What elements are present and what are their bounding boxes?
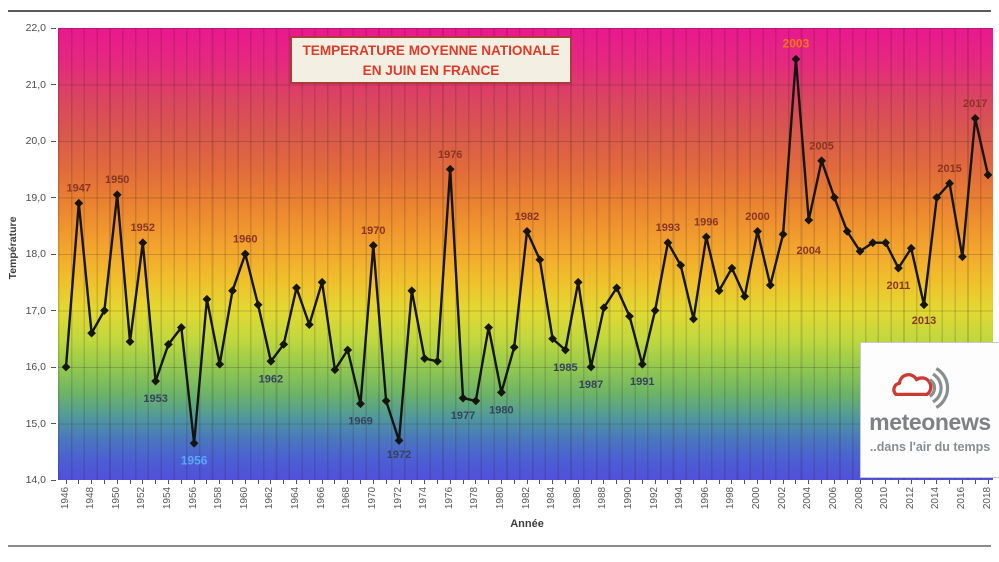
svg-text:2003: 2003	[783, 37, 810, 51]
svg-text:2015: 2015	[937, 163, 961, 175]
svg-text:1993: 1993	[656, 222, 680, 234]
svg-text:1969: 1969	[348, 416, 372, 428]
svg-text:1956: 1956	[181, 453, 208, 467]
svg-text:1947: 1947	[67, 183, 91, 195]
svg-text:2005: 2005	[809, 140, 833, 152]
svg-text:1982: 1982	[515, 211, 539, 223]
svg-text:2011: 2011	[886, 280, 910, 292]
svg-text:1953: 1953	[143, 393, 167, 405]
svg-text:2013: 2013	[912, 315, 936, 327]
svg-text:1996: 1996	[694, 217, 718, 229]
svg-text:1985: 1985	[553, 362, 577, 374]
svg-text:1972: 1972	[387, 449, 411, 461]
svg-text:2000: 2000	[745, 211, 769, 223]
svg-text:1960: 1960	[233, 234, 257, 246]
svg-text:1991: 1991	[630, 376, 654, 388]
svg-text:1950: 1950	[105, 174, 129, 186]
svg-text:1970: 1970	[361, 225, 385, 237]
svg-text:1977: 1977	[451, 410, 475, 422]
svg-text:1952: 1952	[131, 222, 155, 234]
svg-text:1962: 1962	[259, 373, 283, 385]
svg-text:1987: 1987	[579, 379, 603, 391]
svg-text:2017: 2017	[963, 98, 987, 110]
svg-text:1976: 1976	[438, 149, 462, 161]
svg-text:1980: 1980	[489, 404, 513, 416]
svg-text:2004: 2004	[796, 245, 821, 257]
